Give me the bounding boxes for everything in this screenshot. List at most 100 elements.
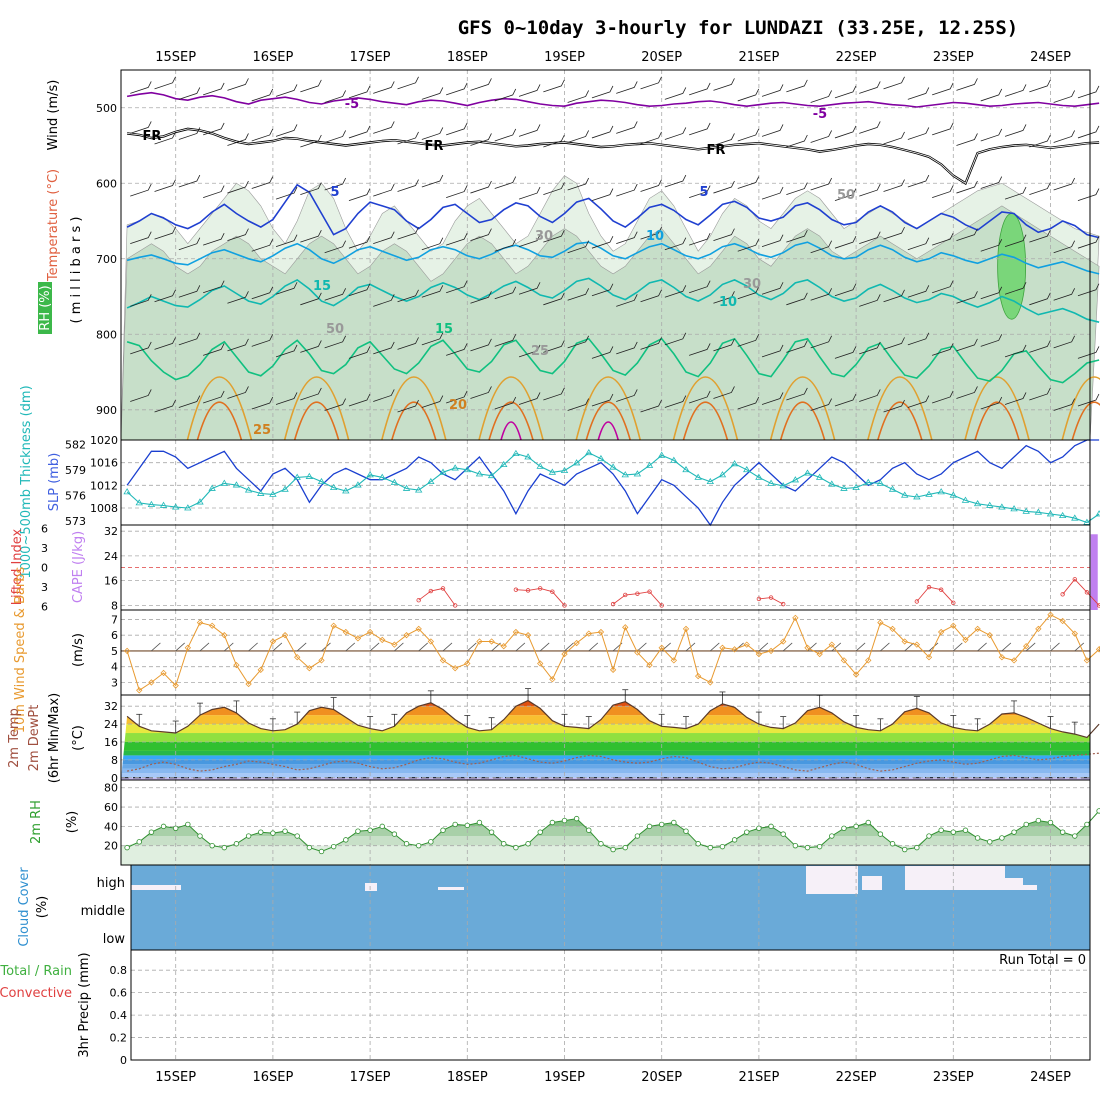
temp-band xyxy=(121,724,1090,734)
rh2m-marker xyxy=(804,844,811,851)
thickness-marker xyxy=(536,462,544,469)
wind-barb xyxy=(689,280,711,294)
wind-barb xyxy=(421,395,444,408)
wind-barb xyxy=(251,176,274,189)
temp-tick-label: 16 xyxy=(104,736,118,749)
li-marker xyxy=(1096,603,1100,608)
rh2m-marker xyxy=(586,827,592,833)
temp-contour-line xyxy=(126,241,1100,275)
wind-speed-marker xyxy=(488,638,495,645)
wind-barb xyxy=(227,338,249,352)
thickness-tick-label: 582 xyxy=(65,438,86,451)
wind-barb xyxy=(324,130,347,143)
rh-moist-band xyxy=(120,205,1100,441)
temp-contour-arch xyxy=(964,376,1030,441)
thickness-marker xyxy=(803,469,812,476)
wind-barb xyxy=(1053,90,1076,103)
thickness-marker xyxy=(208,484,216,491)
wind-speed-marker xyxy=(828,641,835,648)
wind-barb xyxy=(567,177,590,191)
rh2m-marker xyxy=(440,827,446,833)
rh2m-marker xyxy=(1035,817,1042,824)
temp2m-line xyxy=(126,699,1100,739)
rh2m-marker xyxy=(233,841,240,847)
wind-barb xyxy=(178,174,201,188)
wind-barb xyxy=(713,386,735,399)
wind-barb xyxy=(980,334,1003,347)
wind-speed-marker xyxy=(391,641,398,648)
date-label-bottom: 24SEP xyxy=(1030,1070,1071,1085)
thickness-marker xyxy=(657,451,666,458)
temp-contour-arch xyxy=(186,376,253,441)
rh2m-marker xyxy=(282,828,288,834)
slp-line xyxy=(126,439,1100,527)
wind-barb xyxy=(883,226,905,240)
rh-saturated-core xyxy=(997,213,1027,320)
temp-contour-arch xyxy=(585,401,632,441)
wind-speed-marker xyxy=(609,666,617,673)
contour-label: 50 xyxy=(837,188,855,203)
thickness-marker xyxy=(171,503,180,510)
wind-barb xyxy=(275,186,298,200)
rh2m-marker xyxy=(330,843,337,850)
series-layer xyxy=(121,76,1100,855)
wind-speed-marker xyxy=(767,647,775,655)
wind-barb xyxy=(664,87,687,100)
temp-contour-arch xyxy=(867,376,933,441)
wind-barb xyxy=(591,188,614,201)
rh2m-marker xyxy=(853,823,859,830)
wind-barb xyxy=(859,341,881,355)
wind10m-unit-label: (m/s) xyxy=(71,633,86,667)
wind-barb xyxy=(446,390,468,404)
wind-barb xyxy=(640,337,662,350)
slp-tick-label: 1020 xyxy=(90,434,118,447)
wind-barb-10m xyxy=(369,642,380,652)
wind-barb xyxy=(810,335,833,349)
upper-rh-label: RH (%) xyxy=(38,285,53,330)
wind-barb xyxy=(810,130,833,143)
thickness-marker xyxy=(414,486,423,493)
wind-barb xyxy=(1077,85,1100,99)
wind-speed-marker xyxy=(622,624,629,631)
wind-barb xyxy=(834,236,857,249)
thickness-marker xyxy=(1034,508,1043,515)
thickness-marker xyxy=(767,479,775,486)
thickness-marker xyxy=(949,491,958,498)
thickness-marker xyxy=(718,471,727,478)
wind-barb xyxy=(664,127,687,140)
thickness-marker xyxy=(184,504,192,511)
li-marker xyxy=(938,587,944,592)
wind-barb xyxy=(1053,130,1076,143)
wind-barb-10m xyxy=(977,642,987,652)
wind-barb xyxy=(154,337,176,350)
pressure-tick-label: 800 xyxy=(96,328,117,341)
wind-speed-marker xyxy=(415,625,422,633)
wind-barb-10m xyxy=(588,642,599,652)
wind-barb xyxy=(251,286,274,300)
wind-barb xyxy=(130,294,152,307)
temp2m-label: 2m Temp xyxy=(7,708,22,768)
wind-speed-marker xyxy=(755,650,763,658)
temp-tick-label: 0 xyxy=(111,772,118,785)
wind-barb xyxy=(1004,234,1027,248)
wind-speed-marker xyxy=(877,619,884,626)
temp-tick-label: 8 xyxy=(111,754,118,767)
wind10m-label: 10m Wind Speed & Barbs xyxy=(13,567,28,734)
wind-barb xyxy=(956,386,978,399)
wind-barb xyxy=(932,280,954,294)
wind-barb xyxy=(178,87,201,100)
temp-band xyxy=(121,768,1090,774)
wind-speed-marker xyxy=(1071,630,1078,637)
thickness-marker xyxy=(293,473,301,480)
wind-speed-marker xyxy=(962,636,969,644)
wind-tick-label: 7 xyxy=(111,613,118,626)
cloud-high-gap xyxy=(365,883,377,891)
thickness-marker xyxy=(317,477,326,485)
thickness-marker xyxy=(487,471,496,479)
wind-barb xyxy=(761,234,784,248)
cloud-high-gap xyxy=(131,885,181,890)
thickness-marker xyxy=(779,482,787,489)
li-marker xyxy=(756,596,762,602)
precip-tick-label: 0.4 xyxy=(110,1009,128,1022)
wind-speed-marker xyxy=(439,657,447,664)
